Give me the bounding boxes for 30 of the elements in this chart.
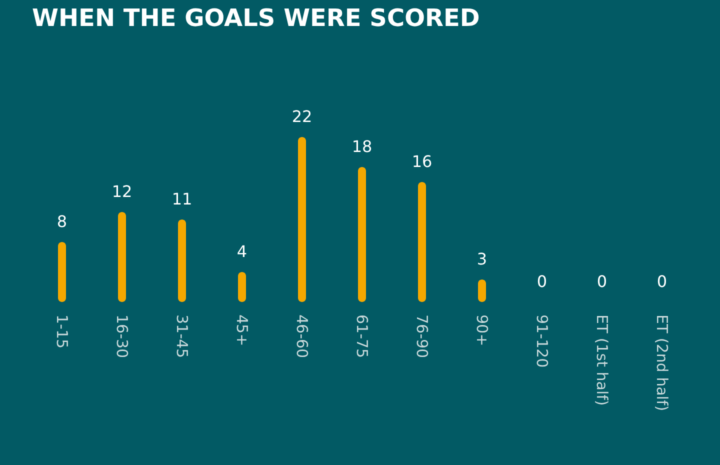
x-tick-label: 31-45 [173, 314, 191, 358]
x-tick-label: 1-15 [53, 314, 71, 349]
x-tick-label: ET (1st half) [593, 314, 611, 406]
x-tick-label: 61-75 [353, 314, 371, 358]
data-label: 22 [292, 107, 312, 126]
chart-title: WHEN THE GOALS WERE SCORED [32, 4, 480, 32]
x-tick-label: 91-120 [533, 314, 551, 368]
data-label: 8 [56, 212, 68, 231]
bar [178, 220, 186, 302]
data-label: 0 [536, 272, 548, 291]
data-label: 4 [236, 242, 248, 261]
data-label: 0 [596, 272, 608, 291]
x-tick-label: 45+ [233, 314, 251, 346]
x-tick-label: 90+ [473, 314, 491, 346]
data-label: 0 [656, 272, 668, 291]
data-label: 3 [476, 250, 488, 268]
bar [238, 272, 246, 302]
bar [418, 182, 426, 302]
data-label: 12 [112, 182, 132, 201]
data-label: 11 [172, 190, 192, 208]
bar [58, 242, 66, 302]
x-tick-label: 46-60 [293, 314, 311, 358]
bar [118, 212, 126, 302]
data-label: 18 [352, 137, 372, 156]
x-tick-label: 76-90 [413, 314, 431, 358]
bar [358, 167, 366, 302]
bar [298, 137, 306, 302]
x-tick-label: ET (2nd half) [653, 314, 671, 412]
x-tick-label: 16-30 [113, 314, 131, 358]
data-label: 16 [412, 152, 432, 171]
